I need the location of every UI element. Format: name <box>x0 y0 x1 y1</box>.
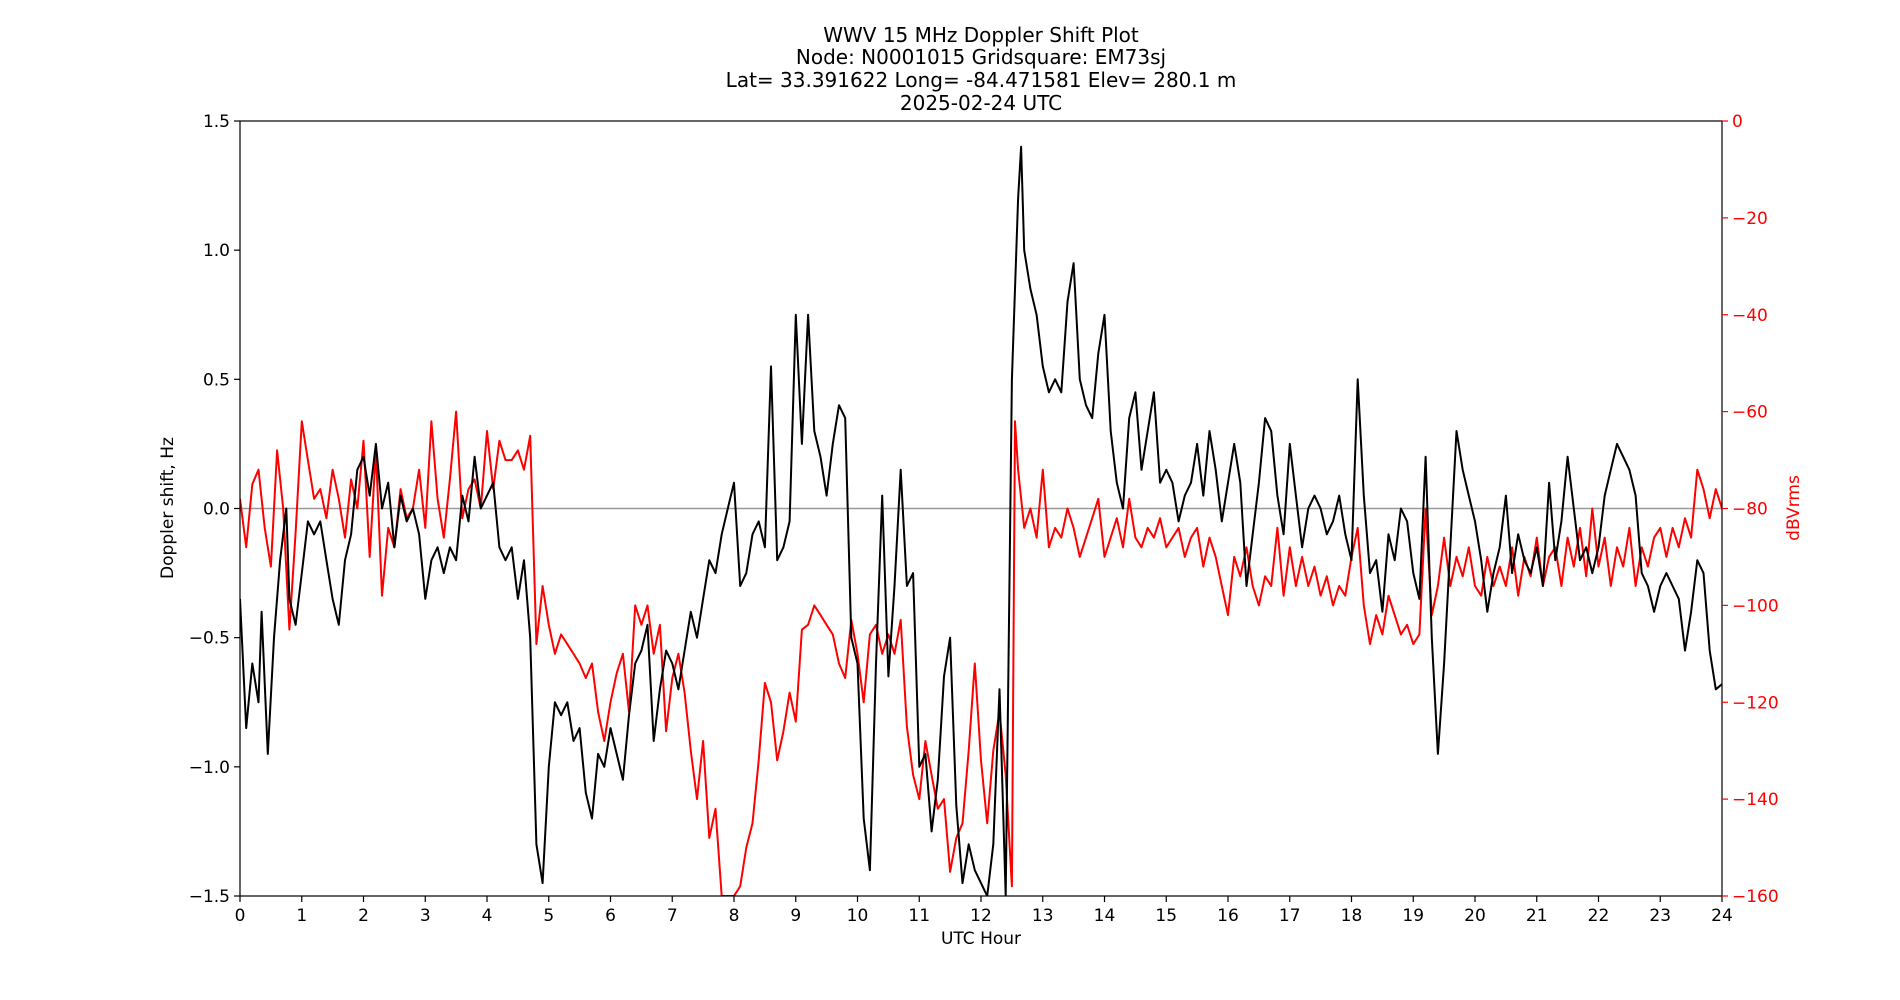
plot-area <box>240 145 1722 896</box>
chart-subtitle-date: 2025-02-24 UTC <box>900 91 1062 115</box>
x-tick-label: 0 <box>235 906 246 926</box>
power-series-line <box>240 410 1722 896</box>
x-tick-label: 16 <box>1217 906 1239 926</box>
x-tick-label: 3 <box>420 906 431 926</box>
y-tick-label: −1.5 <box>189 887 230 907</box>
y2-tick-label: −160 <box>1732 887 1779 907</box>
y-axis-label: Doppler shift, Hz <box>158 437 178 579</box>
x-tick-label: 15 <box>1155 906 1177 926</box>
x-tick-label: 23 <box>1649 906 1671 926</box>
y2-tick-label: −60 <box>1732 403 1768 423</box>
x-tick-label: 22 <box>1588 906 1610 926</box>
y-tick-label: 0.5 <box>203 370 230 390</box>
x-tick-label: 6 <box>605 906 616 926</box>
x-tick-label: 10 <box>847 906 869 926</box>
y2-tick-label: −40 <box>1732 306 1768 326</box>
x-tick-label: 24 <box>1711 906 1733 926</box>
y2-tick-label: −140 <box>1732 790 1779 810</box>
y-tick-label: 0.0 <box>203 500 230 520</box>
y-tick-label: −0.5 <box>189 629 230 649</box>
x-axis-ticks: 0 1 2 3 4 5 6 7 8 9 10 11 12 13 14 15 16 17 18 19 20 21 22 23 24 <box>235 896 1733 926</box>
x-tick-label: 14 <box>1094 906 1116 926</box>
x-tick-label: 1 <box>296 906 307 926</box>
y2-axis-label: dBVrms <box>1784 475 1804 541</box>
x-tick-label: 20 <box>1464 906 1486 926</box>
y-tick-label: 1.0 <box>203 241 230 261</box>
y2-tick-label: −100 <box>1732 596 1779 616</box>
x-tick-label: 17 <box>1279 906 1301 926</box>
y2-tick-label: −20 <box>1732 209 1768 229</box>
x-tick-label: 7 <box>667 906 678 926</box>
x-tick-label: 2 <box>358 906 369 926</box>
y-axis-ticks: 1.5 1.0 0.5 0.0 −0.5 −1.0 −1.5 <box>189 112 240 907</box>
x-tick-label: 13 <box>1032 906 1054 926</box>
chart-subtitle-node: Node: N0001015 Gridsquare: EM73sj <box>796 45 1166 69</box>
x-tick-label: 9 <box>790 906 801 926</box>
x-tick-label: 12 <box>970 906 992 926</box>
x-axis-label: UTC Hour <box>941 929 1021 949</box>
x-tick-label: 11 <box>908 906 930 926</box>
y2-tick-label: −120 <box>1732 693 1779 713</box>
x-tick-label: 8 <box>729 906 740 926</box>
y-tick-label: −1.0 <box>189 758 230 778</box>
x-tick-label: 18 <box>1341 906 1363 926</box>
x-tick-label: 21 <box>1526 906 1548 926</box>
chart-subtitle-location: Lat= 33.391622 Long= -84.471581 Elev= 28… <box>726 68 1237 92</box>
x-tick-label: 19 <box>1402 906 1424 926</box>
x-tick-label: 5 <box>543 906 554 926</box>
y-tick-label: 1.5 <box>203 112 230 132</box>
doppler-series-line <box>240 145 1722 896</box>
x-tick-label: 4 <box>482 906 493 926</box>
y2-tick-label: −80 <box>1732 500 1768 520</box>
chart-title: WWV 15 MHz Doppler Shift Plot <box>823 23 1139 47</box>
y2-axis-ticks: 0 −20 −40 −60 −80 −100 −120 −140 −160 <box>1722 112 1779 907</box>
y2-tick-label: 0 <box>1732 112 1743 132</box>
